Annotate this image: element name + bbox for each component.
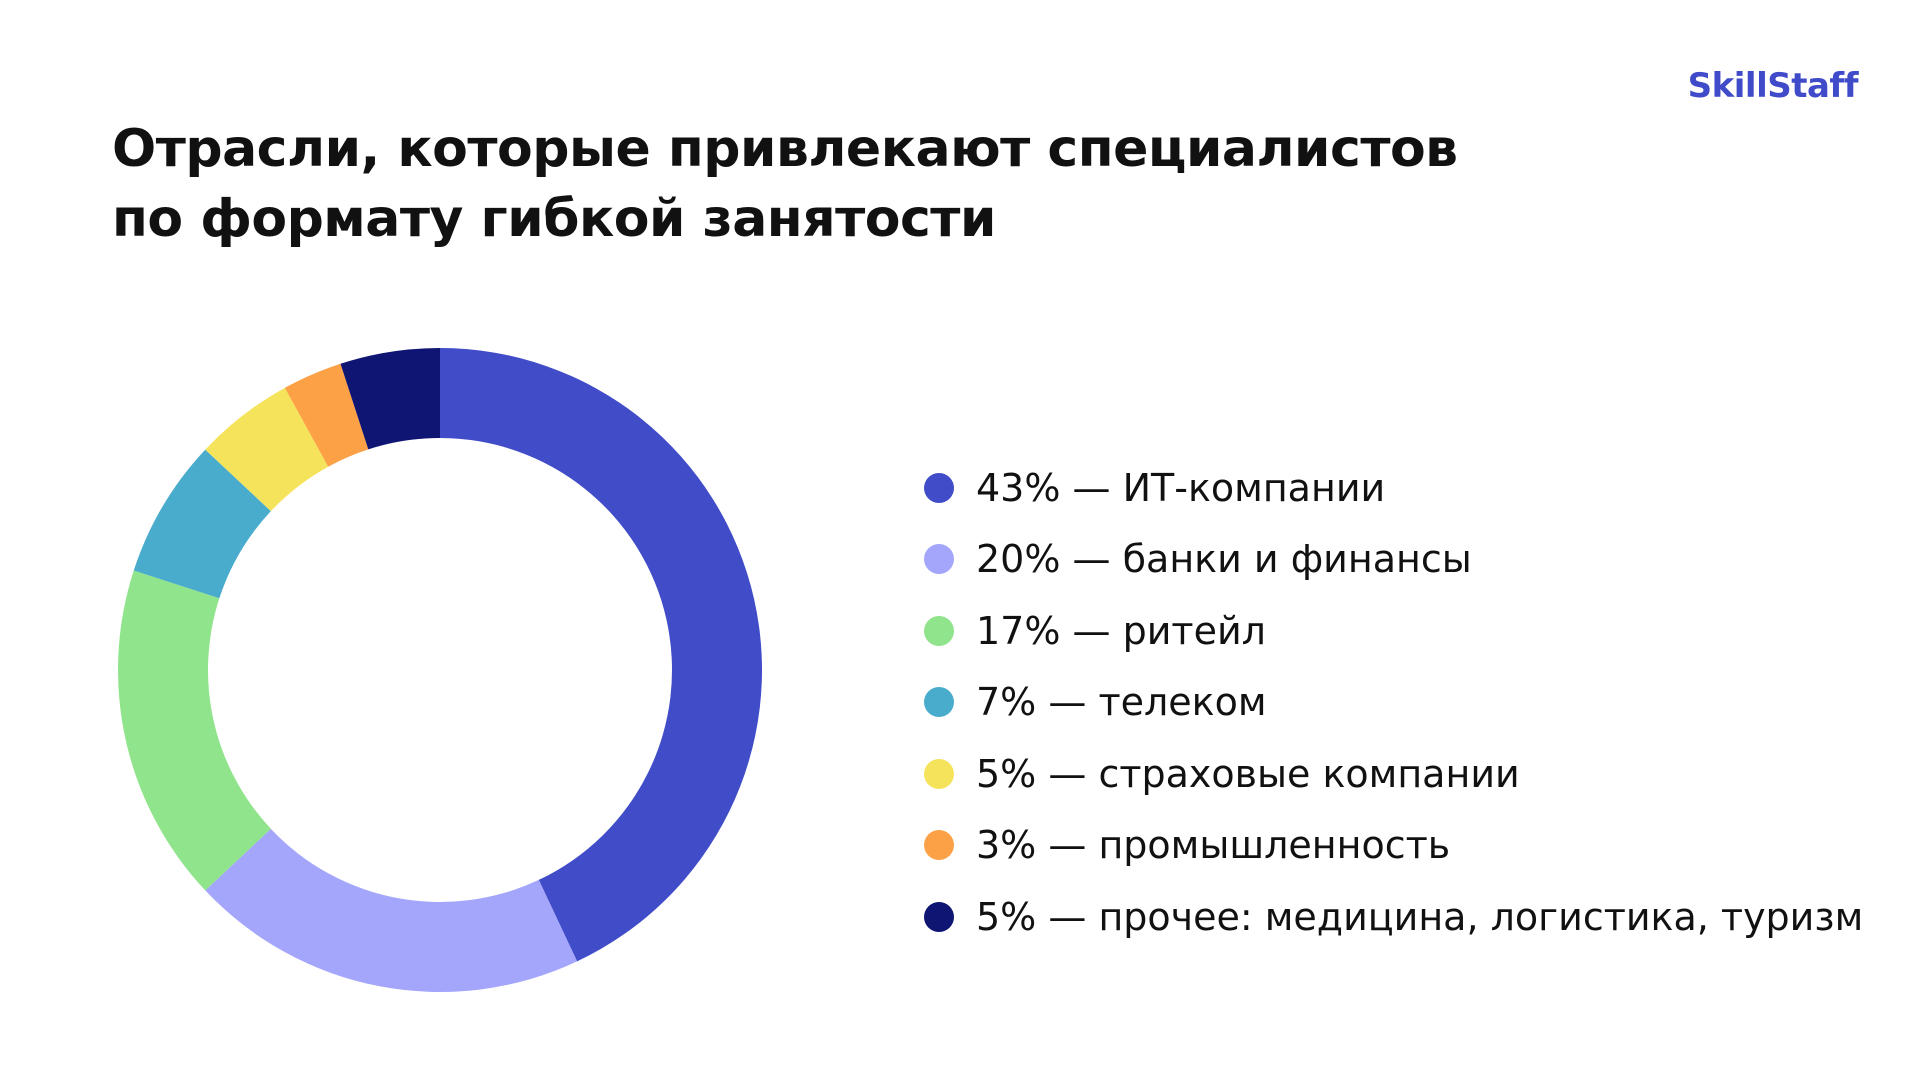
- legend-label: 20% — банки и финансы: [976, 537, 1472, 582]
- legend-item-6: 3% — промышленность: [924, 810, 1863, 882]
- legend-item-5: 5% — страховые компании: [924, 738, 1863, 810]
- brand-logo: SkillStaff: [1687, 66, 1859, 106]
- legend-label: 5% — прочее: медицина, логистика, туризм: [976, 894, 1864, 939]
- donut-slice-3: [118, 570, 271, 891]
- legend-swatch: [924, 544, 954, 575]
- page-title: Отрасли, которые привлекают специалистов…: [112, 114, 1612, 254]
- legend-item-3: 17% — ритейл: [924, 595, 1863, 667]
- legend-swatch: [924, 615, 954, 646]
- donut-slice-1: [440, 348, 762, 962]
- legend-swatch: [924, 687, 954, 718]
- donut-slice-4: [133, 449, 271, 599]
- legend-label: 17% — ритейл: [976, 608, 1266, 653]
- legend-item-2: 20% — банки и финансы: [924, 524, 1863, 596]
- legend-label: 3% — промышленность: [976, 823, 1451, 868]
- donut-slice-2: [205, 828, 578, 992]
- legend-label: 5% — страховые компании: [976, 751, 1520, 796]
- donut-slice-5: [205, 387, 329, 512]
- chart-legend: 43% — ИТ-компании 20% — банки и финансы 17…: [924, 452, 1863, 953]
- legend-swatch: [924, 901, 954, 932]
- legend-swatch: [924, 830, 954, 861]
- donut-chart: [118, 348, 762, 992]
- title-line-2: по формату гибкой занятости: [112, 189, 996, 249]
- donut-slice-7: [340, 348, 440, 450]
- legend-item-1: 43% — ИТ-компании: [924, 452, 1863, 524]
- legend-label: 7% — телеком: [976, 680, 1267, 725]
- legend-item-4: 7% — телеком: [924, 667, 1863, 739]
- legend-swatch: [924, 758, 954, 789]
- legend-label: 43% — ИТ-компании: [976, 465, 1386, 510]
- legend-item-7: 5% — прочее: медицина, логистика, туризм: [924, 881, 1863, 953]
- donut-slice-6: [284, 363, 369, 467]
- legend-swatch: [924, 472, 954, 503]
- title-line-1: Отрасли, которые привлекают специалистов: [112, 119, 1458, 179]
